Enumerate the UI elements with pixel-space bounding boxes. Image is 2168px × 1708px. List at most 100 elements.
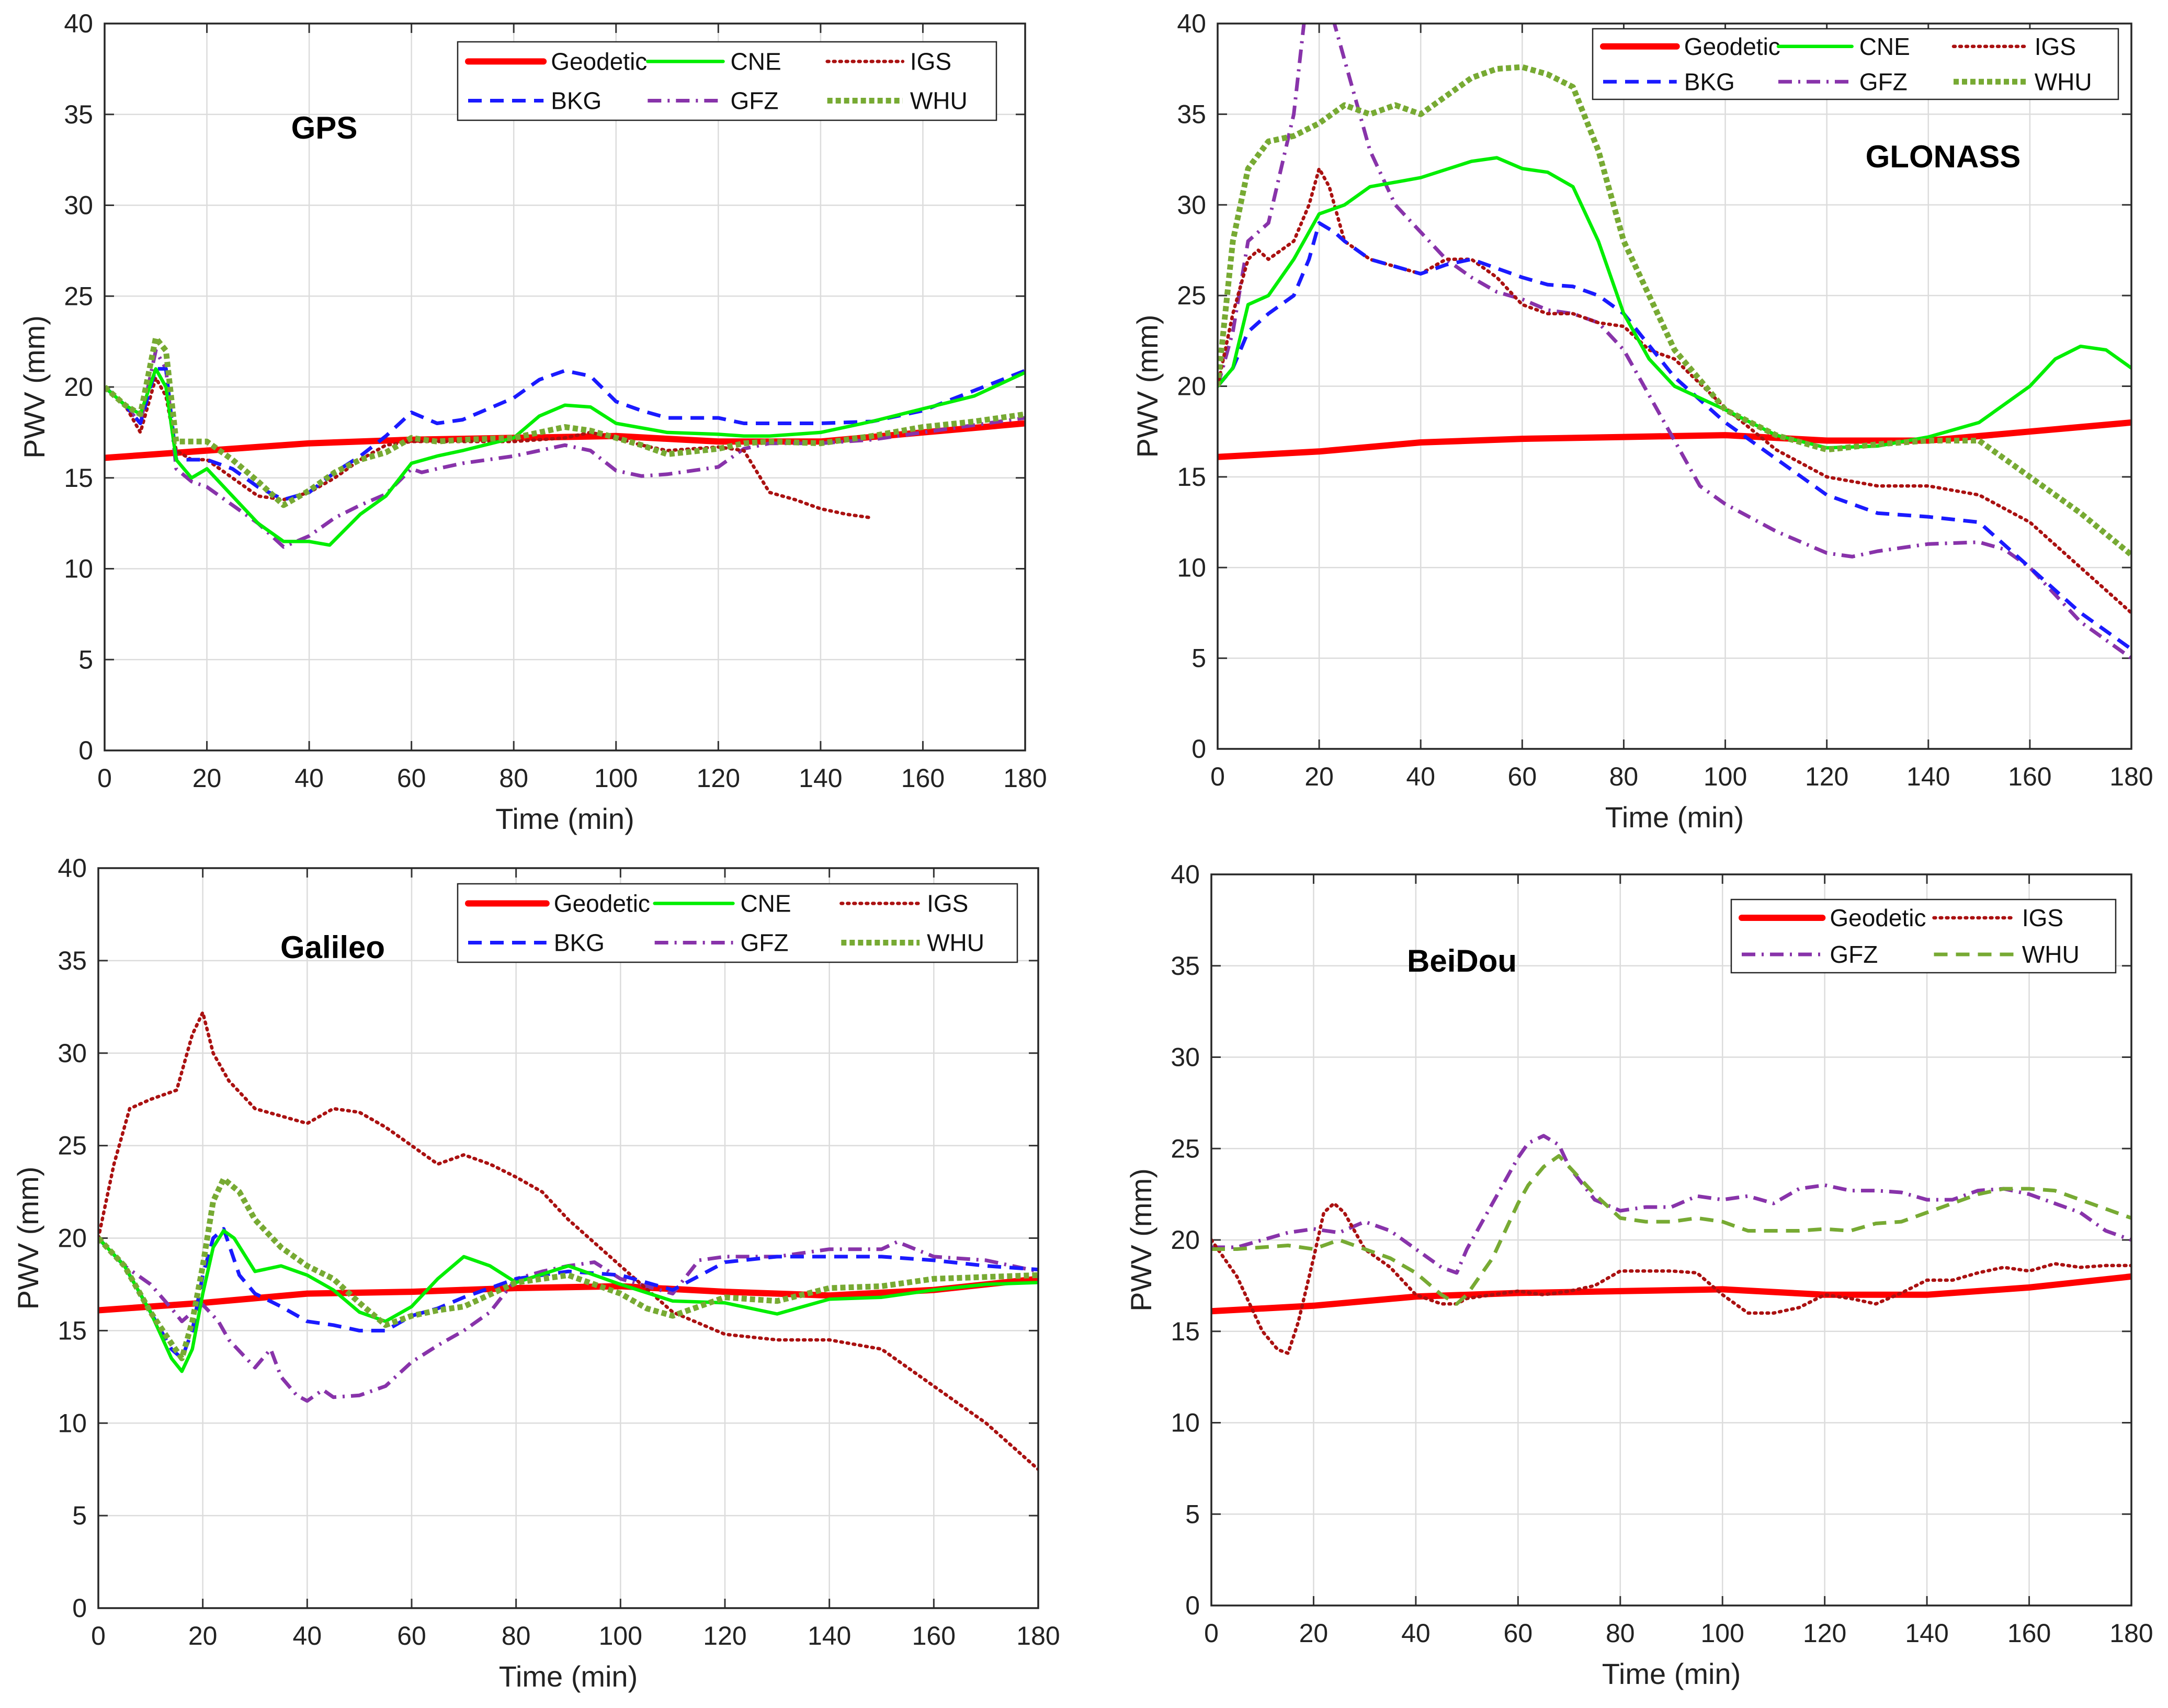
series-line-bkg xyxy=(105,367,1025,502)
y-axis-label: PWV (mm) xyxy=(1131,315,1164,458)
x-tick-label: 120 xyxy=(1805,762,1848,791)
panel-title: BeiDou xyxy=(1407,943,1517,978)
y-tick-label: 20 xyxy=(1177,372,1206,401)
legend-label-whu: WHU xyxy=(2022,941,2080,968)
series-line-cne xyxy=(98,1229,1038,1373)
x-tick-label: 60 xyxy=(1504,1619,1533,1648)
legend-box xyxy=(457,883,1018,963)
x-tick-label: 80 xyxy=(499,764,528,793)
x-tick-label: 160 xyxy=(2008,762,2051,791)
legend: Geodetic CNE IGS BKG GFZ WHU xyxy=(457,883,1018,963)
y-tick-label: 30 xyxy=(1177,190,1206,220)
y-tick-label: 35 xyxy=(1177,99,1206,129)
axes-box xyxy=(104,22,1026,751)
y-tick-label: 15 xyxy=(1177,462,1206,492)
y-tick-label: 0 xyxy=(78,736,93,765)
x-tick-label: 0 xyxy=(1210,762,1225,791)
y-tick-label: 5 xyxy=(1185,1499,1200,1529)
x-tick-label: 60 xyxy=(1508,762,1537,791)
series-line-igs xyxy=(98,1010,1038,1471)
x-tick-label: 180 xyxy=(1016,1621,1060,1650)
legend-label-geodetic: Geodetic xyxy=(1684,33,1780,60)
x-tick-label: 180 xyxy=(1003,764,1047,793)
x-tick-label: 40 xyxy=(293,1621,322,1650)
series-line-whu xyxy=(105,335,1025,508)
x-axis-label: Time (min) xyxy=(499,1660,638,1693)
series-line-gfz xyxy=(1211,1134,2131,1275)
y-tick-label: 25 xyxy=(58,1131,87,1160)
y-tick-label: 25 xyxy=(64,281,93,311)
x-tick-label: 20 xyxy=(1304,762,1334,791)
y-tick-label: 35 xyxy=(58,946,87,975)
y-tick-label: 15 xyxy=(58,1316,87,1345)
panel-glonass: 0 20 40 60 80 100 120 140 160 180 0 5 10 15 20 25 30 35 40… xyxy=(1131,9,2153,834)
panel-gps: 0 20 40 60 80 100 120 140 160 180 0 5 10 15 20 25 30 35 40… xyxy=(18,9,1047,835)
series-line-gfz xyxy=(105,349,1025,549)
legend-label-cne: CNE xyxy=(740,890,791,917)
y-tick-label: 15 xyxy=(1171,1317,1200,1346)
x-tick-label: 40 xyxy=(1401,1619,1431,1648)
legend: Geodetic CNE IGS BKG GFZ WHU xyxy=(457,41,997,121)
series-line-geodetic xyxy=(1211,1273,2131,1315)
x-tick-label: 120 xyxy=(697,764,740,793)
series-line-whu xyxy=(98,1176,1038,1361)
y-tick-label: 30 xyxy=(64,191,93,220)
y-axis-label: PWV (mm) xyxy=(1125,1168,1157,1312)
y-tick-label: 10 xyxy=(58,1408,87,1438)
series-line-igs xyxy=(1211,1201,2131,1355)
y-tick-label: 30 xyxy=(1171,1043,1200,1072)
y-tick-label: 10 xyxy=(1171,1408,1200,1438)
x-tick-label: 60 xyxy=(397,1621,426,1650)
x-tick-label: 40 xyxy=(1406,762,1435,791)
axes-box xyxy=(97,867,1039,1609)
legend-label-gfz: GFZ xyxy=(731,87,779,115)
y-tick-label: 20 xyxy=(64,372,93,402)
series-line-cne xyxy=(105,367,1025,547)
y-tick-label: 10 xyxy=(64,554,93,584)
x-tick-label: 20 xyxy=(192,764,222,793)
legend-label-gfz: GFZ xyxy=(1859,68,1908,95)
panel-title: GPS xyxy=(291,110,358,145)
legend-label-igs: IGS xyxy=(2035,33,2076,60)
series-group xyxy=(105,335,1025,549)
x-axis-label: Time (min) xyxy=(1602,1657,1741,1690)
legend-box xyxy=(1730,898,2117,974)
x-tick-label: 140 xyxy=(1906,762,1950,791)
y-tick-label: 5 xyxy=(78,645,93,674)
x-tick-label: 140 xyxy=(1905,1619,1948,1648)
y-axis-label: PWV (mm) xyxy=(18,315,51,459)
y-tick-label: 20 xyxy=(58,1224,87,1253)
x-tick-label: 100 xyxy=(599,1621,642,1650)
x-tick-label: 80 xyxy=(502,1621,531,1650)
y-tick-label: 0 xyxy=(72,1593,87,1623)
x-tick-label: 80 xyxy=(1609,762,1639,791)
x-tick-label: 20 xyxy=(1299,1619,1329,1648)
series-group xyxy=(1211,1134,2131,1355)
series-line-igs xyxy=(105,376,873,520)
x-tick-label: 60 xyxy=(397,764,426,793)
y-tick-label: 30 xyxy=(58,1039,87,1068)
legend-label-bkg: BKG xyxy=(554,929,605,957)
y-tick-label: 20 xyxy=(1171,1225,1200,1255)
series-line-bkg xyxy=(98,1227,1038,1360)
legend-label-igs: IGS xyxy=(910,48,951,75)
x-tick-label: 140 xyxy=(799,764,842,793)
x-tick-label: 180 xyxy=(2109,762,2153,791)
x-tick-label: 0 xyxy=(97,764,112,793)
x-tick-label: 120 xyxy=(703,1621,746,1650)
legend-box xyxy=(1592,28,2119,100)
x-tick-label: 180 xyxy=(2109,1619,2153,1648)
panel-title: Galileo xyxy=(280,930,385,965)
legend-label-igs: IGS xyxy=(2022,904,2063,931)
y-tick-label: 5 xyxy=(1191,644,1206,673)
x-axis-label: Time (min) xyxy=(495,802,634,835)
panel-title: GLONASS xyxy=(1866,139,2021,174)
y-tick-label: 40 xyxy=(1177,9,1206,38)
y-tick-label: 5 xyxy=(72,1501,87,1530)
y-tick-label: 40 xyxy=(58,853,87,883)
x-tick-label: 160 xyxy=(901,764,945,793)
legend-label-gfz: GFZ xyxy=(740,929,788,957)
y-tick-label: 10 xyxy=(1177,553,1206,582)
axes-box xyxy=(1217,22,2132,750)
